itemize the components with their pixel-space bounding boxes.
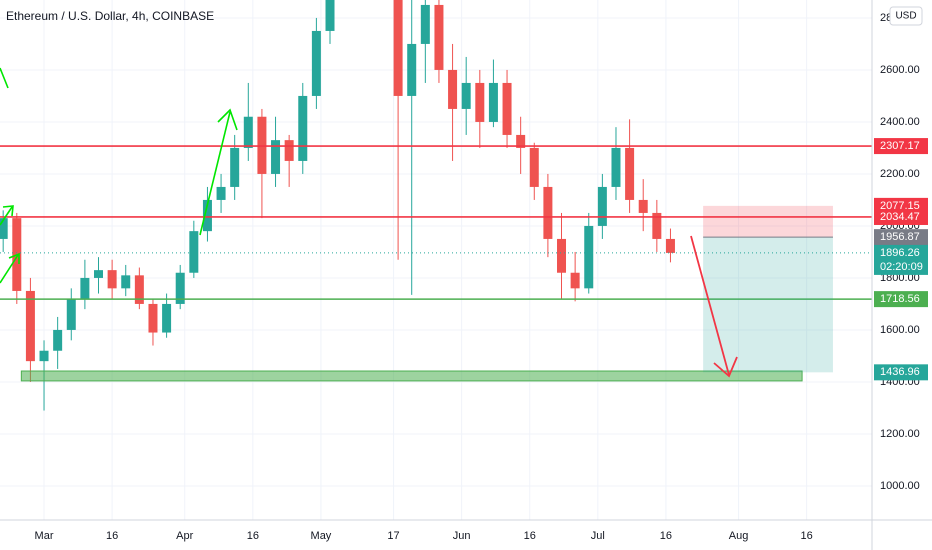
y-tick-label: 1000.00 <box>880 480 920 492</box>
candle-body <box>311 30 321 96</box>
candle-body <box>216 186 226 200</box>
candle-body <box>134 275 144 304</box>
chart-title: Ethereum / U.S. Dollar, 4h, COINBASE <box>6 9 214 23</box>
candle-body <box>66 298 76 330</box>
y-tick-label: 1200.00 <box>880 428 920 440</box>
x-tick-label: Aug <box>729 530 749 542</box>
arrow-head <box>217 108 238 131</box>
candle-body <box>665 238 675 253</box>
candle-body <box>298 95 308 161</box>
arrow-head <box>2 205 14 217</box>
entry-tag-box <box>874 229 928 246</box>
y-tick-label: 2200.00 <box>880 168 920 180</box>
candle-body <box>584 225 594 289</box>
x-tick-label: Jun <box>453 530 471 542</box>
candle-body <box>175 272 185 304</box>
x-tick-label: Jul <box>591 530 605 542</box>
level-tag-box <box>874 291 928 308</box>
candle-body <box>325 0 335 31</box>
arrow <box>0 67 9 89</box>
candle-body <box>502 82 512 135</box>
x-tick-label: 16 <box>660 530 672 542</box>
grid <box>0 0 872 520</box>
candle-body <box>189 231 199 273</box>
candle-body <box>597 186 607 226</box>
arrow <box>0 254 19 284</box>
target-tag: 1436.96 <box>880 366 920 378</box>
candle-body <box>162 303 172 333</box>
target-tag-box <box>874 364 928 381</box>
last-price-box <box>874 244 928 275</box>
candle-body <box>284 140 294 161</box>
currency-box[interactable] <box>889 6 923 26</box>
x-tick-label: Apr <box>176 530 193 542</box>
candle-body <box>516 134 526 148</box>
stop-zone <box>703 205 833 238</box>
arrow <box>199 111 231 236</box>
candle-body <box>434 4 444 70</box>
y-tick-label: 1600.00 <box>880 324 920 336</box>
arrow-head <box>713 356 738 378</box>
entry-tag: 1956.87 <box>880 231 920 243</box>
x-tick-label: 16 <box>247 530 259 542</box>
candle-body <box>25 290 35 362</box>
last-price: 1896.26 <box>880 247 920 259</box>
candle-body <box>80 277 90 299</box>
level-tag: 1718.56 <box>880 293 920 305</box>
candle-body <box>53 329 63 351</box>
candle-body <box>625 147 635 200</box>
candle-body <box>393 0 403 96</box>
candle-body <box>420 4 430 44</box>
candle-body <box>557 238 567 273</box>
y-tick-label: 2600.00 <box>880 64 920 76</box>
x-tick-label: 17 <box>387 530 399 542</box>
candle-body <box>121 275 131 289</box>
candle-body <box>202 199 212 232</box>
candle-body <box>475 82 485 122</box>
candle-body <box>488 82 498 122</box>
x-tick-label: 16 <box>106 530 118 542</box>
candle-body <box>243 116 253 148</box>
candle-body <box>652 212 662 239</box>
candle-body <box>461 82 471 109</box>
arrow <box>690 235 730 376</box>
candle-body <box>0 218 8 239</box>
candle-body <box>271 140 281 174</box>
x-tick-label: 16 <box>524 530 536 542</box>
arrow <box>0 206 13 226</box>
candle-body <box>529 147 539 187</box>
level-tag-box <box>874 208 928 225</box>
candle-body <box>94 270 104 278</box>
candle-body <box>448 69 458 109</box>
candle-body <box>570 272 580 289</box>
x-tick-label: Mar <box>35 530 54 542</box>
level-tag: 2307.17 <box>880 140 920 152</box>
plot <box>0 0 872 411</box>
countdown: 02:20:09 <box>880 261 923 273</box>
zone <box>20 370 803 382</box>
currency[interactable]: USD <box>895 11 916 22</box>
x-tick-label: 16 <box>801 530 813 542</box>
candle-body <box>611 147 621 187</box>
arrow-head <box>8 252 20 264</box>
candle-body <box>230 147 240 187</box>
stop-tag: 2077.15 <box>880 200 920 212</box>
candle-body <box>638 199 648 213</box>
candle-body <box>543 186 553 239</box>
candle-body <box>407 43 417 96</box>
candle-body <box>39 350 49 362</box>
drawings <box>0 67 738 378</box>
candle-body <box>148 303 158 333</box>
level-tag: 2034.47 <box>880 211 920 223</box>
y-tick-label: 2400.00 <box>880 116 920 128</box>
candle-body <box>107 270 117 289</box>
x-tick-label: May <box>311 530 332 542</box>
target-zone <box>703 237 833 373</box>
level-tag-box <box>874 138 928 155</box>
